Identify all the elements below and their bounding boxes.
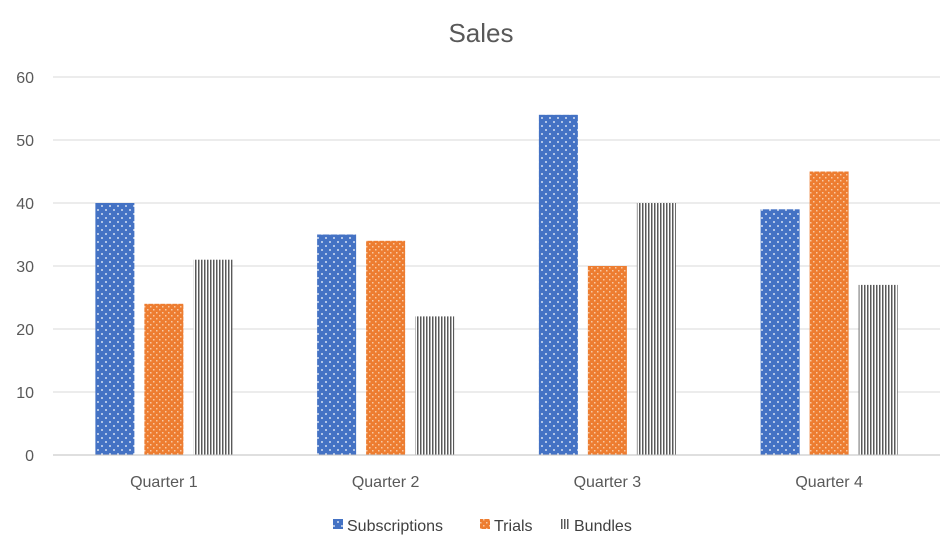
y-tick-label: 60 xyxy=(16,70,34,87)
bar-bundles-q2 xyxy=(415,316,455,455)
y-tick-label: 30 xyxy=(16,259,34,276)
x-category-label: Quarter 3 xyxy=(574,474,642,491)
bar-subscriptions-q3 xyxy=(538,114,578,456)
bar-trials-q3 xyxy=(587,266,627,455)
x-category-label: Quarter 1 xyxy=(130,474,198,491)
bar-subscriptions-q2 xyxy=(317,234,357,455)
bar-subscriptions-q4 xyxy=(760,209,800,455)
legend-swatch-bundles xyxy=(560,519,570,529)
bar-trials-q4 xyxy=(809,171,849,455)
bar-bundles-q1 xyxy=(193,259,233,455)
bar-bundles-q4 xyxy=(858,284,898,455)
x-category-label: Quarter 4 xyxy=(795,474,863,491)
legend-label-subscriptions: Subscriptions xyxy=(347,518,443,535)
bar-subscriptions-q1 xyxy=(95,203,135,455)
y-tick-label: 10 xyxy=(16,385,34,402)
legend-label-trials: Trials xyxy=(494,518,533,535)
bar-trials-q1 xyxy=(144,303,184,455)
legend-label-bundles: Bundles xyxy=(574,518,632,535)
legend: Subscriptions Trials Bundles xyxy=(333,518,632,535)
y-tick-label: 20 xyxy=(16,322,34,339)
x-category-label: Quarter 2 xyxy=(352,474,420,491)
chart-title: Sales xyxy=(448,18,513,48)
bar-bundles-q3 xyxy=(636,203,676,455)
bars xyxy=(95,114,898,456)
y-tick-label: 0 xyxy=(25,448,34,465)
y-tick-label: 50 xyxy=(16,133,34,150)
y-axis-ticks: 0 10 20 30 40 50 60 xyxy=(16,70,34,465)
gridlines xyxy=(53,76,940,393)
x-axis-categories: Quarter 1 Quarter 2 Quarter 3 Quarter 4 xyxy=(130,474,863,491)
bar-trials-q2 xyxy=(366,240,406,455)
legend-swatch-trials xyxy=(480,519,490,529)
y-tick-label: 40 xyxy=(16,196,34,213)
legend-swatch-subscriptions xyxy=(333,519,343,529)
